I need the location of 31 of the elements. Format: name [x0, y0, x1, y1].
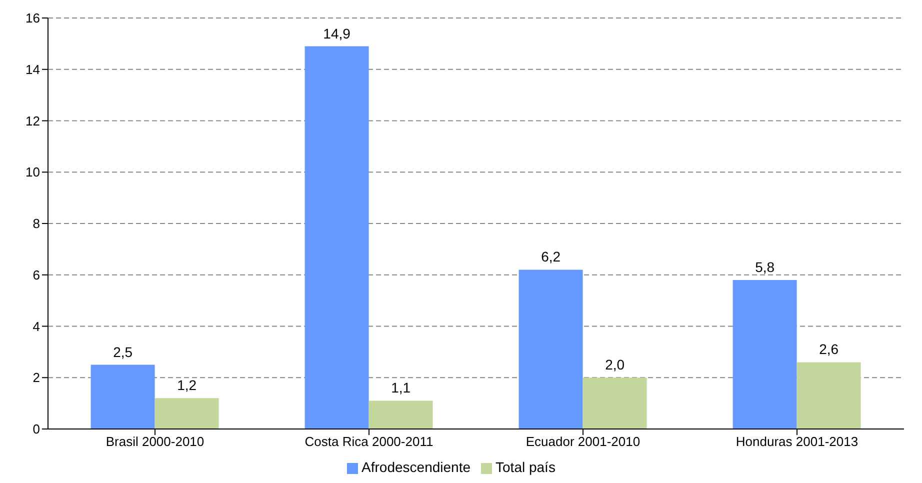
bar [732, 280, 797, 429]
y-tick-label: 14 [26, 62, 40, 77]
y-tick-label: 4 [32, 318, 40, 334]
bar [518, 270, 583, 429]
data-label: 1,1 [391, 380, 411, 396]
y-tick-label: 10 [26, 164, 40, 180]
data-label: 6,2 [541, 248, 561, 265]
y-tick-label: 12 [26, 113, 40, 128]
x-tick-label: Honduras 2001-2013 [736, 434, 858, 450]
bar [154, 398, 219, 429]
bar [368, 400, 433, 429]
legend-label: Afrodescendiente [362, 459, 471, 475]
x-tick-label: Brasil 2000-2010 [106, 434, 204, 450]
data-label: 2,5 [113, 344, 133, 360]
y-tick-label: 16 [26, 10, 40, 26]
y-tick-label: 0 [32, 422, 40, 437]
bar [582, 378, 647, 429]
bar [304, 46, 369, 429]
x-tick-label: Ecuador 2001-2010 [526, 434, 640, 450]
y-tick-label: 8 [32, 216, 40, 232]
data-label: 1,2 [177, 377, 197, 394]
data-label: 2,6 [819, 341, 839, 358]
y-tick-label: 2 [32, 370, 40, 386]
data-label: 2,0 [605, 356, 625, 373]
x-tick-label: Costa Rica 2000-2011 [304, 434, 434, 450]
legend-label: Total país [496, 459, 556, 475]
bar [796, 362, 861, 429]
y-tick-label: 6 [32, 267, 40, 282]
data-label: 5,8 [755, 259, 775, 276]
bar [90, 364, 155, 429]
data-label: 14,9 [323, 25, 351, 42]
